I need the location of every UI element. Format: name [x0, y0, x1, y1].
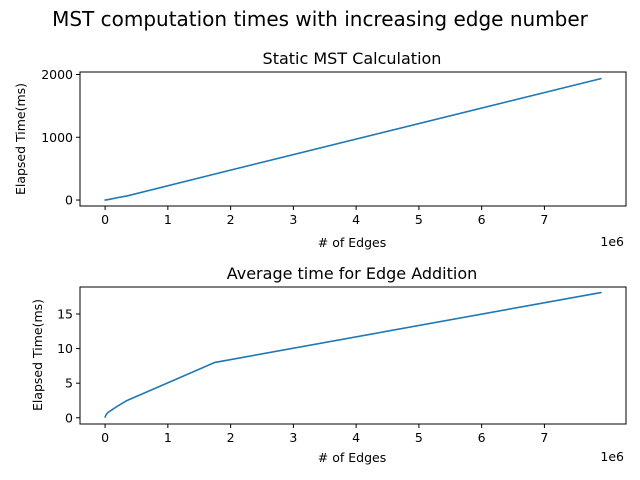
y-tick-label: 2000	[41, 67, 73, 82]
y-tick-label: 1000	[41, 130, 73, 145]
y-axis-label: Elapsed Time(ms)	[30, 299, 45, 411]
y-tick-label: 0	[65, 410, 73, 425]
x-axis-offset-label: 1e6	[600, 449, 624, 464]
x-tick-label: 3	[289, 430, 297, 445]
axes-frame	[79, 71, 627, 207]
axes-frame	[79, 286, 627, 425]
series-line	[104, 77, 602, 201]
y-tick-label: 0	[65, 193, 73, 208]
y-axis-label: Elapsed Time(ms)	[13, 83, 28, 195]
x-tick-label: 2	[227, 430, 235, 445]
chart-panel-static-mst: Static MST Calculation 0 1 2 3 4 5 6 7 0 1000 200…	[13, 49, 627, 250]
x-tick-label: 4	[352, 212, 360, 227]
series-line	[104, 291, 602, 418]
series-group	[104, 77, 602, 201]
x-axis: 0 1 2 3 4 5 6 7	[101, 206, 548, 227]
x-tick-label: 5	[415, 212, 423, 227]
x-tick-label: 1	[164, 212, 172, 227]
x-tick-label: 1	[164, 430, 172, 445]
y-tick-label: 10	[57, 341, 73, 356]
x-tick-label: 6	[478, 430, 486, 445]
x-tick-label: 2	[227, 212, 235, 227]
x-tick-label: 7	[540, 212, 548, 227]
x-axis: 0 1 2 3 4 5 6 7	[101, 424, 548, 445]
x-tick-label: 6	[478, 212, 486, 227]
x-tick-label: 4	[352, 430, 360, 445]
x-tick-label: 0	[101, 212, 109, 227]
y-axis: 0 1000 2000	[41, 67, 80, 208]
x-tick-label: 7	[540, 430, 548, 445]
x-tick-label: 0	[101, 430, 109, 445]
x-tick-label: 5	[415, 430, 423, 445]
x-axis-offset-label: 1e6	[600, 234, 624, 249]
y-tick-label: 5	[65, 376, 73, 391]
y-axis: 0 5 10 15	[57, 306, 80, 425]
x-axis-label: # of Edges	[318, 450, 386, 465]
figure-suptitle: MST computation times with increasing ed…	[52, 7, 589, 31]
chart-title: Average time for Edge Addition	[227, 264, 478, 283]
y-tick-label: 15	[57, 306, 73, 321]
x-axis-label: # of Edges	[318, 235, 386, 250]
chart-title: Static MST Calculation	[263, 49, 442, 68]
x-tick-label: 3	[289, 212, 297, 227]
series-group	[104, 291, 602, 418]
